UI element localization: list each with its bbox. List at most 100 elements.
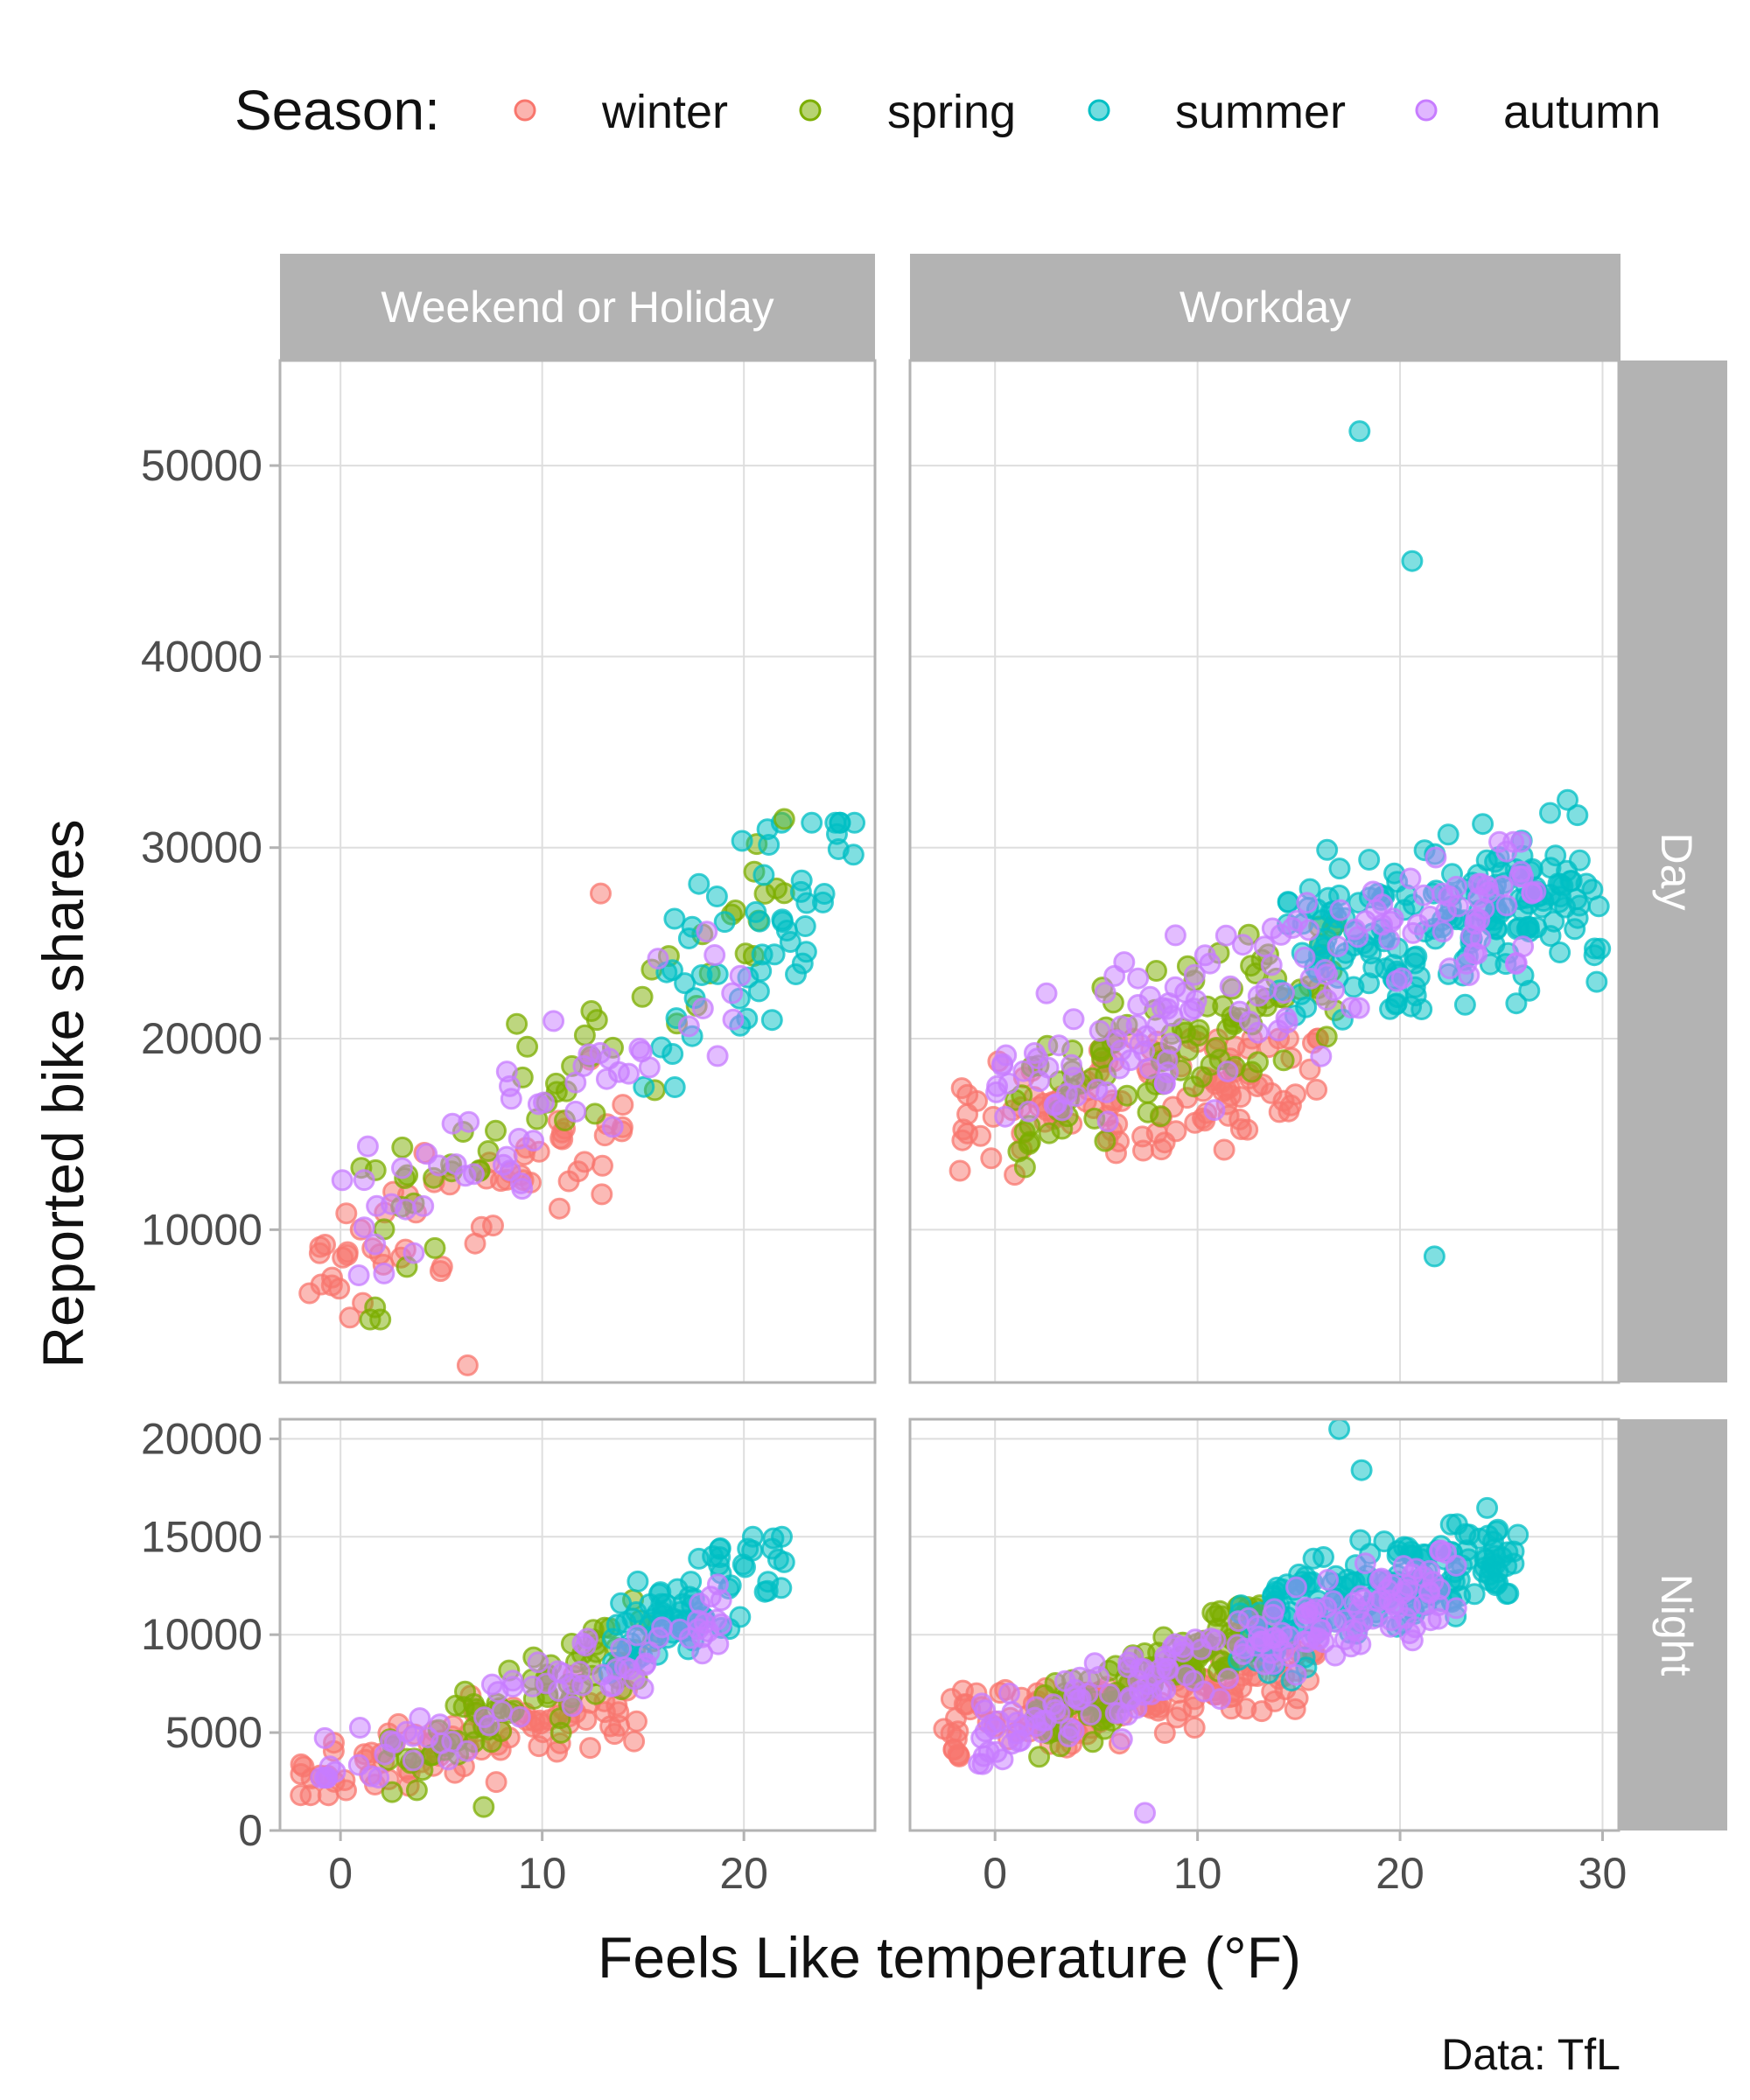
data-point-spring [1201,1601,1224,1624]
data-point-summer [1405,945,1428,968]
data-point-autumn [508,1127,530,1150]
data-point-summer [633,1075,655,1098]
data-point-autumn [571,1632,594,1655]
data-point-autumn [1477,881,1500,904]
data-point-summer [1446,1513,1468,1536]
data-point-winter [612,1094,634,1116]
data-point-winter [482,1214,504,1237]
data-point-summer [842,844,864,866]
data-point-autumn [527,1651,550,1674]
data-point-autumn [429,1713,452,1736]
panel-weekend-night: 0 5000 10000 15000 20000 0 10 20 [141,1414,877,1898]
data-point-spring [1186,1025,1209,1047]
data-point-autumn [1133,1040,1156,1062]
data-point-autumn [1062,1008,1085,1031]
data-point-summer [709,1537,732,1559]
data-point-autumn [313,1726,336,1749]
data-point-summer [1557,788,1578,811]
data-point-winter [942,1738,965,1760]
data-point-autumn [1172,1635,1194,1658]
data-point-winter [980,1147,1003,1170]
data-point-spring [477,1140,500,1162]
data-point-summer [770,1577,793,1600]
data-point-autumn [1495,894,1518,917]
data-point-spring [585,1009,608,1032]
data-point-summer [1539,857,1562,879]
data-point-spring [631,985,654,1008]
data-point-summer [690,964,713,986]
data-point-autumn [1354,1552,1376,1575]
data-point-summer [1362,956,1385,979]
data-point-summer [1589,937,1612,960]
data-point-autumn [1086,1078,1109,1101]
data-point-autumn [677,1015,700,1038]
data-point-spring [472,1796,495,1818]
data-point-autumn [473,1706,495,1729]
data-point-autumn [610,1637,633,1660]
data-point-autumn [1204,1628,1227,1651]
data-point-autumn [632,1677,654,1700]
data-point-summer [1543,910,1565,933]
data-point-autumn [1326,935,1349,958]
data-point-autumn [1047,1034,1070,1057]
data-point-winter [950,1077,973,1100]
data-point-autumn [1369,1587,1392,1610]
panel-border [908,1418,1620,1832]
data-point-winter [592,1154,613,1177]
data-point-autumn [647,948,669,970]
data-point-winter [951,1129,974,1152]
data-point-autumn [499,1074,521,1097]
data-point-winter [623,1730,646,1753]
data-point-spring [1082,1731,1104,1754]
data-point-autumn [1524,880,1547,903]
data-point-autumn [1378,928,1401,951]
data-point-autumn [1209,1688,1232,1711]
data-point-spring [424,1236,446,1259]
data-point-summer [1483,1554,1506,1577]
data-point-winter [1284,1083,1306,1106]
strip-label-weekend-or-holiday: Weekend or Holiday [381,283,774,332]
data-point-autumn [984,1718,1006,1740]
data-point-autumn [1460,925,1482,948]
data-point-summer [1437,823,1460,846]
legend-key-summer [1088,99,1110,122]
data-point-autumn [527,1093,550,1116]
data-point-summer [663,1076,686,1098]
data-point-summer [1295,996,1318,1018]
data-point-summer [1476,1496,1499,1519]
data-point-autumn [331,1169,354,1192]
caption: Data: TfL [1441,2030,1620,2079]
data-point-autumn [1183,963,1206,986]
data-point-autumn [638,1641,661,1663]
data-point-summer [677,928,700,949]
data-point-autumn [1026,1047,1049,1070]
data-point-winter [590,882,612,905]
data-point-spring [1315,1026,1338,1048]
data-point-autumn [495,1145,518,1168]
data-point-autumn [366,1194,388,1217]
data-point-summer [1401,550,1424,572]
data-point-winter [335,1202,358,1225]
data-point-winter [314,1234,336,1256]
data-point-summer [1316,838,1339,861]
data-point-autumn [1146,1014,1169,1037]
data-point-autumn [1083,1652,1106,1675]
data-point-spring [359,1308,382,1331]
x-tick-label: 20 [719,1849,768,1898]
data-point-autumn [1329,899,1352,921]
data-point-autumn [1398,1622,1421,1645]
data-point-summer [606,1614,628,1636]
data-point-summer [760,1009,783,1032]
panel-border [278,1418,877,1832]
data-point-autumn [1062,1719,1085,1742]
data-point-autumn [1012,1060,1035,1082]
data-point-autumn [598,1047,620,1070]
data-point-autumn [395,1198,417,1221]
data-point-autumn [412,1194,435,1217]
data-point-winter [464,1232,486,1255]
data-point-autumn [1296,892,1319,914]
data-point-autumn [1261,917,1284,940]
data-point-autumn [508,1705,531,1728]
data-point-winter [591,1183,613,1206]
